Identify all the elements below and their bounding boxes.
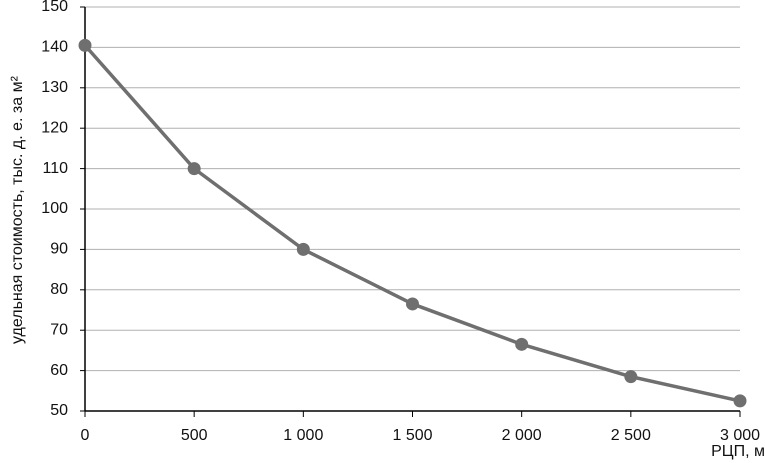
y-tick-label: 150 bbox=[41, 0, 68, 15]
data-point bbox=[296, 242, 310, 256]
y-tick-label: 100 bbox=[41, 200, 68, 217]
data-point bbox=[733, 394, 747, 408]
line-series bbox=[83, 44, 741, 403]
x-tick-label: 3 000 bbox=[720, 427, 760, 444]
y-tick-label: 130 bbox=[41, 79, 68, 96]
data-point bbox=[406, 297, 419, 311]
x-tick-label: 1 000 bbox=[283, 427, 323, 444]
x-tick-label: 2 000 bbox=[502, 427, 542, 444]
x-tick-label: 500 bbox=[181, 427, 208, 444]
y-tick-label: 120 bbox=[41, 119, 68, 136]
x-tick-label: 1 500 bbox=[392, 427, 432, 444]
y-tick-label: 50 bbox=[50, 402, 68, 419]
y-tick-label: 140 bbox=[41, 39, 68, 56]
data-point bbox=[515, 337, 529, 351]
y-tick-label: 90 bbox=[50, 241, 68, 258]
y-tick-label: 60 bbox=[50, 362, 68, 379]
x-axis-label: РЦП, м bbox=[711, 443, 765, 460]
data-point bbox=[187, 162, 201, 176]
x-tick-label: 2 500 bbox=[611, 427, 651, 444]
x-tick-label: 0 bbox=[81, 427, 90, 444]
y-tick-label: 110 bbox=[42, 160, 68, 177]
y-axis-label: удельная стоимость, тыс. д. е. за м² bbox=[9, 75, 26, 344]
data-point bbox=[78, 38, 92, 52]
data-point bbox=[624, 370, 638, 384]
y-tick-label: 80 bbox=[50, 281, 68, 298]
y-tick-label: 70 bbox=[50, 321, 68, 338]
